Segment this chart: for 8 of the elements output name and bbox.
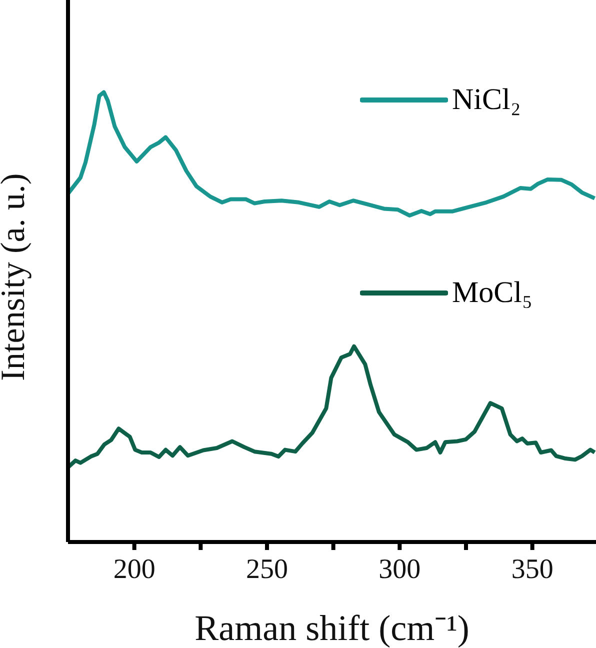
x-axis-title: Raman shift (cm⁻¹) [194, 608, 470, 648]
legend-label: NiCl₂ [452, 83, 521, 117]
x-tick-label: 350 [511, 554, 554, 585]
x-tick-label: 250 [246, 554, 288, 585]
legend-label: MoCl₅ [452, 276, 532, 310]
x-tick-label: 300 [378, 554, 421, 585]
x-tick-label: 200 [113, 554, 156, 585]
y-axis-title: Intensity (a. u.) [0, 173, 32, 381]
